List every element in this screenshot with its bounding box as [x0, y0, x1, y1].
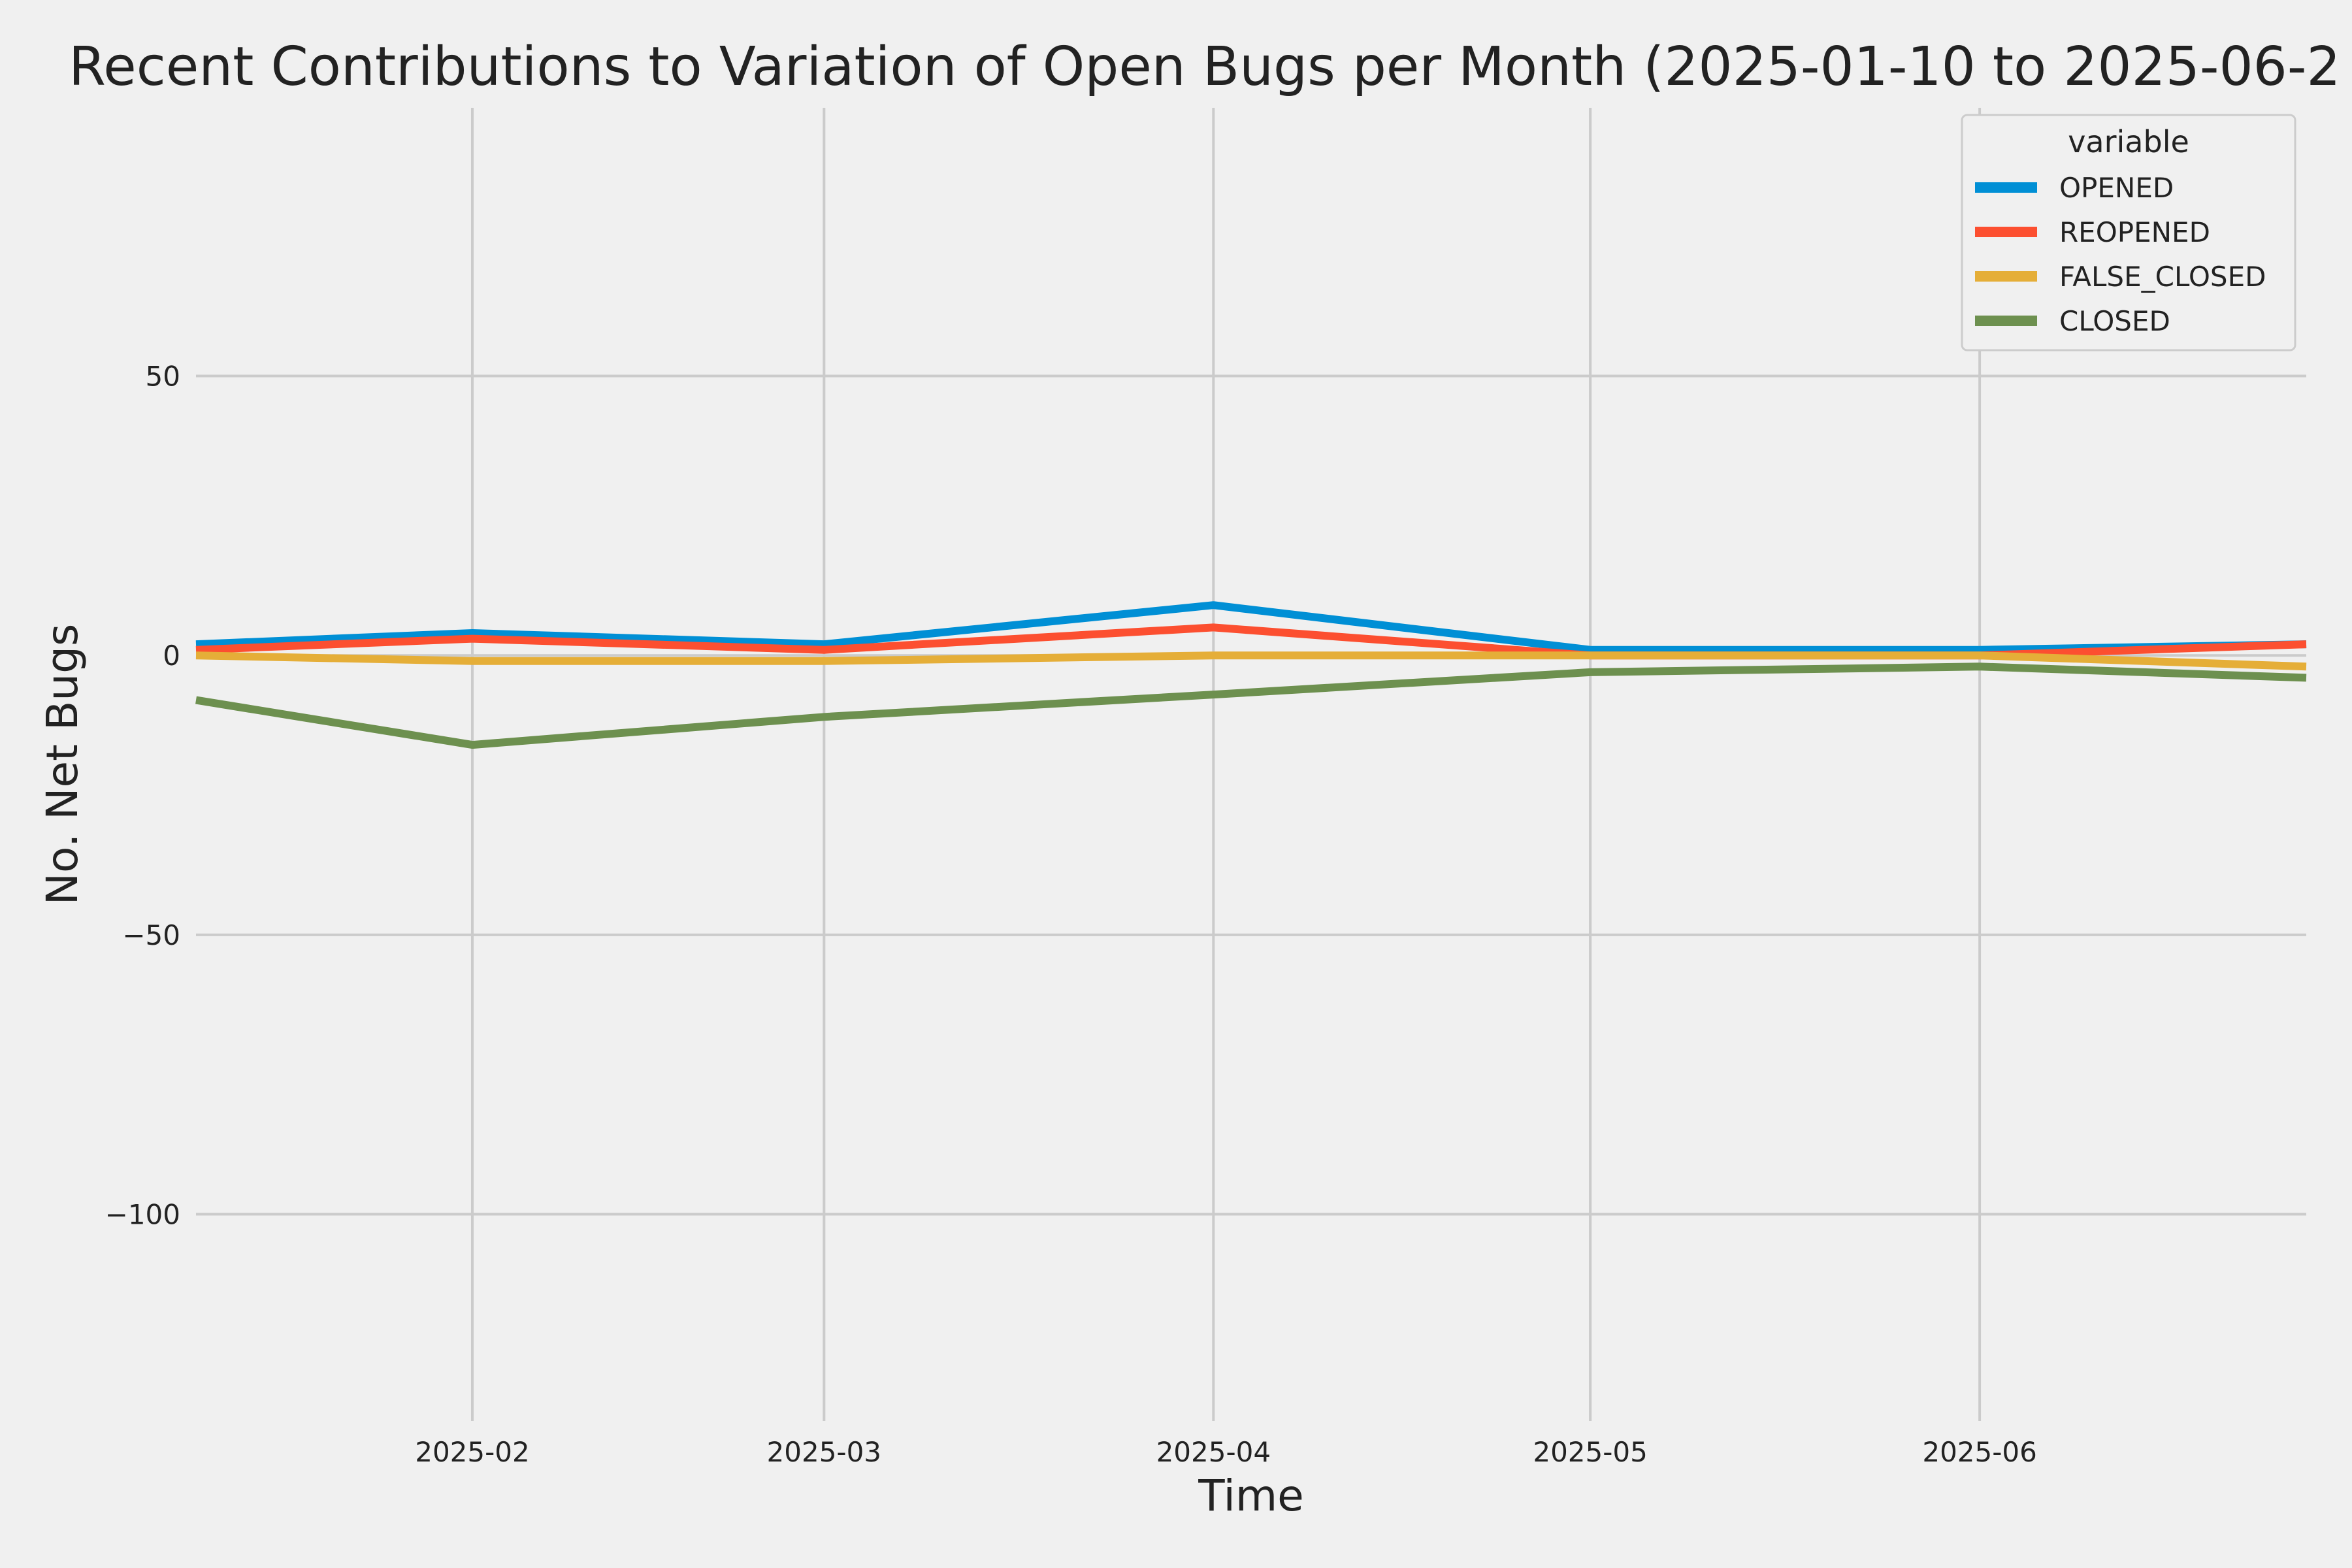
legend: variable OPENED REOPENED FALSE_CLOSED CLOSE… [1961, 114, 2296, 351]
x-tick-label: 2025-02 [415, 1436, 530, 1468]
series-line-closed [195, 662, 2307, 749]
y-tick-label: 0 [163, 640, 180, 672]
x-tick-label: 2025-05 [1533, 1436, 1648, 1468]
legend-label-opened: OPENED [2059, 172, 2174, 204]
x-gridlines [470, 108, 1982, 1421]
y-axis-label: No. Net Bugs [37, 624, 88, 906]
series-lines [195, 601, 2307, 749]
legend-label-false-closed: FALSE_CLOSED [2059, 261, 2266, 293]
y-tick-label: −100 [105, 1199, 180, 1231]
x-tick-labels: 2025-02 2025-03 2025-04 2025-05 2025-06 [415, 1436, 2037, 1468]
x-tick-label: 2025-06 [1922, 1436, 2037, 1468]
legend-title: variable [2068, 124, 2189, 159]
y-tick-labels: 50 0 −50 −100 [105, 361, 180, 1231]
legend-box [1961, 114, 2296, 351]
series-line-false-closed [195, 651, 2307, 671]
x-tick-label: 2025-04 [1156, 1436, 1271, 1468]
legend-items: OPENED REOPENED FALSE_CLOSED CLOSED [1975, 172, 2266, 337]
legend-label-reopened: REOPENED [2059, 216, 2210, 248]
x-axis-label: Time [1198, 1471, 1304, 1521]
y-tick-label: −50 [122, 919, 180, 951]
x-tick-label: 2025-03 [767, 1436, 882, 1468]
legend-label-closed: CLOSED [2059, 305, 2170, 337]
y-tick-label: 50 [146, 361, 180, 393]
series-line-opened [195, 601, 2307, 654]
chart-title: Recent Contributions to Variation of Ope… [69, 36, 2341, 98]
